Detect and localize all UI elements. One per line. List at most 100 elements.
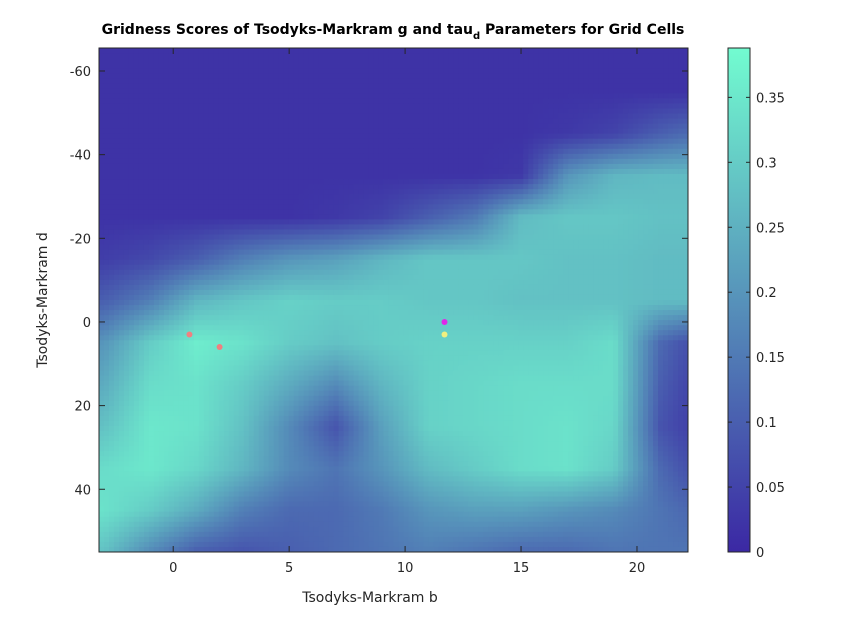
heatmap-cell	[278, 163, 285, 170]
heatmap-cell	[258, 244, 265, 251]
heatmap-cell	[518, 93, 524, 99]
heatmap-cell	[503, 68, 509, 74]
heatmap-cell	[153, 239, 160, 246]
heatmap-cell	[578, 184, 584, 190]
heatmap-cell	[343, 138, 350, 145]
heatmap-cell	[253, 53, 260, 59]
heatmap-cell	[118, 168, 125, 175]
heatmap-cell	[223, 138, 230, 145]
heatmap-cell	[228, 158, 235, 165]
heatmap-cell	[513, 103, 519, 110]
heatmap-cell	[578, 194, 584, 200]
heatmap-cell	[608, 98, 614, 105]
heatmap-cell	[498, 113, 504, 120]
heatmap-cell	[343, 148, 350, 155]
heatmap-cell	[318, 179, 325, 185]
heatmap-cell	[428, 184, 435, 190]
heatmap-cell	[138, 113, 145, 120]
heatmap-cell	[148, 189, 155, 195]
heatmap-cell	[143, 128, 150, 135]
heatmap-cell	[453, 148, 459, 155]
heatmap-cell	[283, 58, 290, 64]
heatmap-cell	[328, 143, 335, 150]
heatmap-cell	[328, 194, 335, 200]
heatmap-cell	[133, 224, 140, 231]
heatmap-cell	[373, 249, 380, 256]
heatmap-cell	[583, 184, 589, 190]
heatmap-cell	[153, 148, 160, 155]
heatmap-cell	[548, 133, 554, 140]
heatmap-cell	[583, 209, 589, 215]
heatmap-cell	[513, 219, 519, 225]
heatmap-cell	[643, 204, 649, 210]
heatmap-cell	[338, 234, 345, 241]
heatmap-cell	[418, 163, 425, 170]
heatmap-cell	[153, 179, 160, 185]
heatmap-cell	[198, 78, 205, 84]
heatmap-cell	[433, 148, 440, 155]
heatmap-cell	[583, 254, 589, 261]
heatmap-cell	[323, 68, 330, 74]
heatmap-cell	[453, 103, 459, 110]
heatmap-cell	[473, 68, 479, 74]
heatmap-cell	[303, 123, 310, 130]
heatmap-cell	[123, 168, 130, 175]
heatmap-cell	[613, 199, 619, 205]
heatmap-cell	[273, 174, 280, 180]
heatmap-cell	[333, 153, 340, 160]
heatmap-cell	[518, 68, 524, 74]
heatmap-cell	[403, 108, 410, 115]
heatmap-cell	[648, 199, 654, 205]
heatmap-cell	[663, 83, 669, 89]
heatmap-cell	[653, 163, 659, 170]
heatmap-cell	[448, 214, 454, 220]
heatmap-cell	[108, 143, 115, 150]
heatmap-cell	[428, 229, 435, 236]
heatmap-cell	[418, 88, 425, 94]
heatmap-cell	[583, 73, 589, 79]
heatmap-cell	[423, 93, 430, 99]
heatmap-cell	[303, 214, 310, 220]
heatmap-cell	[643, 88, 649, 94]
heatmap-cell	[173, 73, 180, 79]
heatmap-cell	[313, 244, 320, 251]
heatmap-cell	[188, 259, 195, 266]
heatmap-cell	[423, 249, 430, 256]
heatmap-cell	[513, 123, 519, 130]
heatmap-cell	[618, 108, 624, 115]
heatmap-cell	[363, 148, 370, 155]
heatmap-cell	[148, 168, 155, 175]
heatmap-cell	[683, 239, 688, 246]
heatmap-cell	[498, 138, 504, 145]
heatmap-cell	[628, 239, 634, 246]
heatmap-cell	[683, 254, 688, 261]
heatmap-cell	[513, 244, 519, 251]
heatmap-cell	[378, 118, 385, 125]
heatmap-cell	[133, 239, 140, 246]
heatmap-cell	[253, 219, 260, 225]
heatmap-cell	[253, 259, 260, 266]
heatmap-cell	[113, 118, 120, 125]
heatmap-cell	[553, 78, 559, 84]
heatmap-cell	[228, 78, 235, 84]
heatmap-cell	[178, 254, 185, 261]
heatmap-cell	[173, 224, 180, 231]
heatmap-cell	[368, 219, 375, 225]
heatmap-cell	[178, 168, 185, 175]
heatmap-cell	[508, 128, 514, 135]
heatmap-cell	[673, 58, 679, 64]
heatmap-cell	[103, 204, 110, 210]
heatmap-cell	[598, 68, 604, 74]
heatmap-cell	[368, 244, 375, 251]
heatmap-cell	[593, 123, 599, 130]
heatmap-cell	[163, 58, 170, 64]
heatmap-cell	[618, 118, 624, 125]
heatmap-cell	[353, 73, 360, 79]
heatmap-cell	[378, 163, 385, 170]
heatmap-cell	[573, 103, 579, 110]
heatmap-cell	[558, 229, 564, 236]
heatmap-cell	[383, 189, 390, 195]
heatmap-cell	[668, 153, 674, 160]
heatmap-cell	[563, 194, 569, 200]
heatmap-cell	[128, 113, 135, 120]
